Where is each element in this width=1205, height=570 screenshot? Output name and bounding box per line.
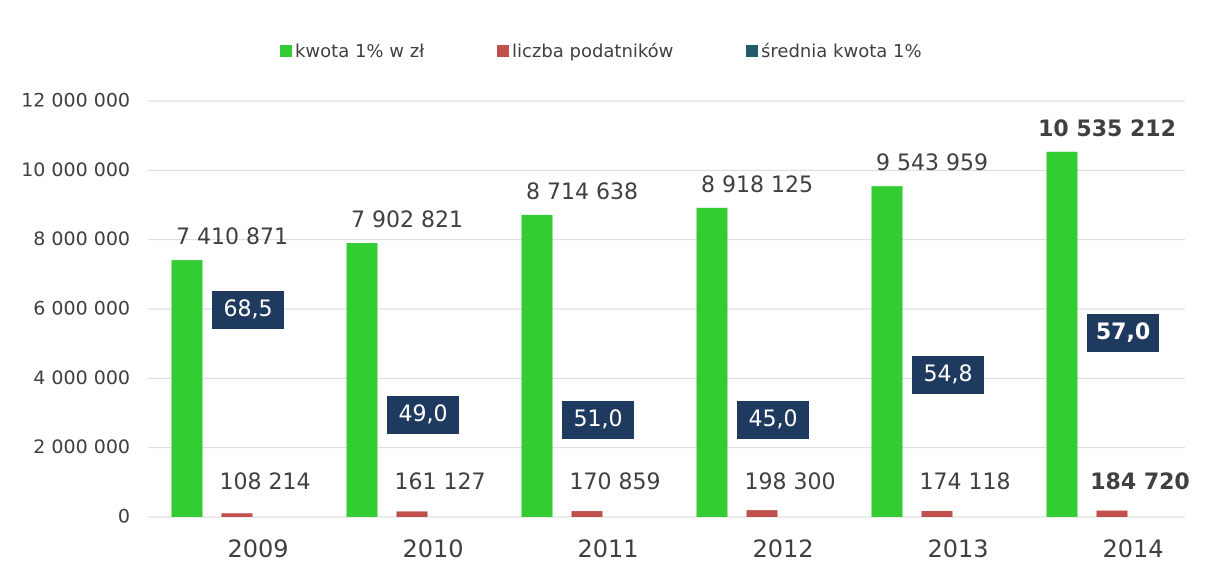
- value-label: 108 214: [220, 470, 311, 495]
- bar: [1096, 510, 1128, 517]
- bar: [1046, 151, 1078, 518]
- legend-swatch: [497, 45, 509, 57]
- x-tick-label: 2009: [227, 535, 288, 563]
- legend-label: liczba podatników: [512, 41, 673, 62]
- value-label: 8 714 638: [526, 180, 638, 205]
- bar: [746, 510, 778, 517]
- x-tick-label: 2013: [927, 535, 988, 563]
- value-label: 10 535 212: [1038, 117, 1176, 142]
- y-tick-label: 4 000 000: [33, 367, 130, 389]
- y-tick-label: 2 000 000: [33, 436, 130, 458]
- y-tick-label: 8 000 000: [33, 228, 130, 250]
- value-label-box: [212, 291, 284, 329]
- bar: [921, 510, 953, 517]
- bar: [346, 243, 378, 518]
- value-label: 54,8: [924, 362, 973, 387]
- y-tick-label: 10 000 000: [21, 159, 130, 181]
- legend-swatch: [746, 45, 758, 57]
- value-label: 51,0: [574, 407, 623, 432]
- legend-label: średnia kwota 1%: [761, 41, 922, 62]
- bar: [521, 214, 553, 517]
- value-label: 7 410 871: [176, 225, 288, 250]
- value-label: 57,0: [1096, 320, 1150, 345]
- value-label: 174 118: [920, 470, 1011, 495]
- value-label: 8 918 125: [701, 173, 813, 198]
- bar: [696, 207, 728, 518]
- value-label-box: [912, 356, 984, 394]
- bar: [171, 260, 203, 517]
- value-label-box: [1087, 314, 1159, 352]
- value-label-box: [737, 401, 809, 439]
- bar: [871, 186, 903, 517]
- x-tick-label: 2014: [1102, 535, 1163, 563]
- value-label: 170 859: [570, 470, 661, 495]
- y-tick-label: 0: [118, 506, 130, 528]
- legend-swatch: [280, 45, 292, 57]
- bar: [221, 513, 253, 517]
- value-label: 198 300: [745, 470, 836, 495]
- x-tick-label: 2011: [577, 535, 638, 563]
- bar: [571, 511, 603, 517]
- value-label: 68,5: [224, 297, 273, 322]
- value-label: 49,0: [399, 402, 448, 427]
- y-tick-label: 12 000 000: [21, 90, 130, 112]
- legend-label: kwota 1% w zł: [295, 41, 425, 62]
- value-label: 184 720: [1090, 470, 1190, 495]
- value-label: 161 127: [395, 470, 486, 495]
- value-label: 9 543 959: [876, 151, 988, 176]
- y-tick-label: 6 000 000: [33, 298, 130, 320]
- bar: [396, 511, 428, 517]
- x-tick-label: 2010: [402, 535, 463, 563]
- value-label-box: [387, 396, 459, 434]
- value-label-box: [562, 401, 634, 439]
- value-label: 45,0: [749, 407, 798, 432]
- x-tick-label: 2012: [752, 535, 813, 563]
- value-label: 7 902 821: [351, 208, 463, 233]
